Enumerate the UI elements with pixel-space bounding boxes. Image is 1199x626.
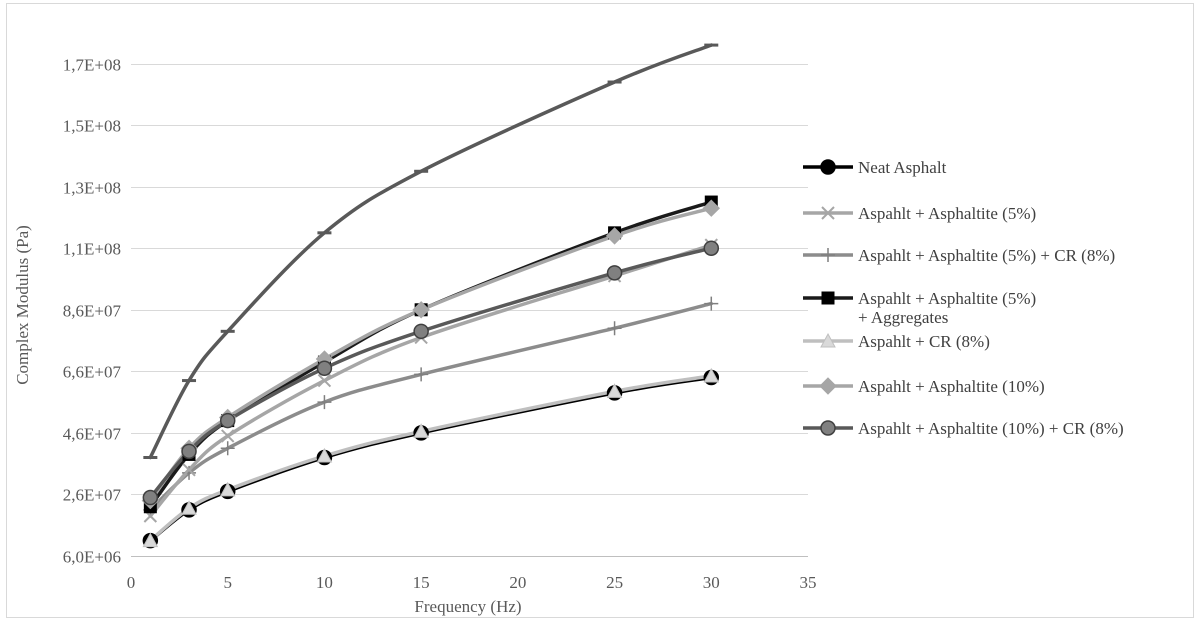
- y-tick-label: 1,5E+08: [63, 117, 121, 136]
- legend-label: Aspahlt + Asphaltite (5%) + Aggregates: [858, 289, 1036, 327]
- data-point-series-2: [704, 296, 719, 311]
- x-tick-label: 30: [703, 573, 720, 592]
- data-point-series-1: [317, 373, 332, 388]
- legend-swatch-marker: [820, 159, 836, 175]
- data-point-series-5: [702, 199, 720, 217]
- legend-swatch-marker: [821, 206, 835, 220]
- data-point-series-6: [703, 240, 720, 256]
- x-tick-label: 0: [127, 573, 136, 592]
- legend-item: Aspahlt + Asphaltite (5%) + Aggregates: [803, 289, 1036, 327]
- data-point-series-1: [182, 463, 196, 477]
- x-tick-label: 25: [606, 573, 623, 592]
- legend-item: Aspahlt + Asphaltite (5%): [803, 204, 1036, 223]
- legend-label: Neat Asphalt: [858, 158, 947, 177]
- data-point-series-4: [181, 500, 197, 515]
- legend-label-line: + Aggregates: [858, 308, 948, 327]
- x-tick-label: 15: [413, 573, 430, 592]
- legend-item: Aspahlt + Asphaltite (5%) + CR (8%): [803, 246, 1115, 265]
- y-tick-label: 1,1E+08: [63, 240, 121, 259]
- data-point-series-2: [182, 465, 197, 480]
- x-tick-label: 20: [509, 573, 526, 592]
- legend-swatch-marker: [820, 332, 836, 348]
- data-point-series-5: [605, 227, 624, 245]
- x-axis-label: Frequency (Hz): [414, 597, 521, 616]
- data-point-series-2: [317, 395, 332, 410]
- legend-item: Neat Asphalt: [803, 158, 947, 177]
- legend-label: Aspahlt + Asphaltite (5%) + CR (8%): [858, 246, 1115, 265]
- data-point-series-6: [181, 443, 197, 460]
- legend-swatch-marker: [821, 248, 835, 262]
- gridlines: [131, 64, 808, 495]
- data-point-series-4: [413, 423, 429, 438]
- x-tick-label: 10: [316, 573, 333, 592]
- legend-item: Aspahlt + Asphaltite (10%) + CR (8%): [803, 419, 1124, 438]
- data-point-series-1: [221, 429, 235, 443]
- legend-label-line: Aspahlt + Asphaltite (5%): [858, 289, 1036, 308]
- series-markers: [141, 43, 720, 549]
- y-tick-label: 2,6E+07: [63, 486, 122, 505]
- data-point-series-4: [142, 532, 159, 548]
- data-point-series-6: [413, 323, 429, 340]
- y-axis-label: Complex Modulus (Pa): [13, 225, 32, 385]
- axes: 6,0E+06 2,6E+07 4,6E+07 6,6E+07 8,6E+07 1,1E+…: [63, 56, 817, 593]
- y-tick-label: 1,7E+08: [63, 56, 121, 75]
- data-point-series-6: [316, 360, 333, 377]
- data-point-series-2: [220, 441, 235, 456]
- data-point-series-5: [412, 301, 430, 319]
- y-tick-label: 4,6E+07: [63, 425, 122, 444]
- data-point-series-4: [606, 383, 623, 398]
- legend-label: Aspahlt + Asphaltite (5%): [858, 204, 1036, 223]
- y-tick-label: 1,3E+08: [63, 179, 121, 198]
- data-point-series-4: [316, 447, 333, 463]
- data-point-series-6: [142, 489, 159, 506]
- legend-label: Aspahlt + Asphaltite (10%): [858, 377, 1045, 396]
- legend-swatch-marker: [820, 420, 836, 436]
- legend-item: Aspahlt + CR (8%): [803, 332, 990, 351]
- legend-label: Aspahlt + Asphaltite (10%) + CR (8%): [858, 419, 1124, 438]
- legend-swatch-marker: [821, 291, 835, 305]
- x-tick-label: 5: [223, 573, 232, 592]
- legend-item: Aspahlt + Asphaltite (10%): [803, 377, 1045, 396]
- y-tick-label: 8,6E+07: [63, 302, 122, 321]
- data-point-series-4: [219, 481, 236, 497]
- data-point-series-4: [703, 367, 720, 383]
- y-tick-label: 6,0E+06: [63, 548, 121, 567]
- data-point-series-6: [606, 265, 623, 281]
- legend-swatch-marker: [819, 377, 837, 395]
- y-tick-label: 6,6E+07: [63, 363, 122, 382]
- data-point-series-6: [219, 412, 236, 429]
- data-point-series-2: [414, 367, 429, 382]
- x-tick-label: 35: [800, 573, 817, 592]
- legend-label: Aspahlt + CR (8%): [858, 332, 990, 351]
- data-point-series-2: [607, 321, 622, 336]
